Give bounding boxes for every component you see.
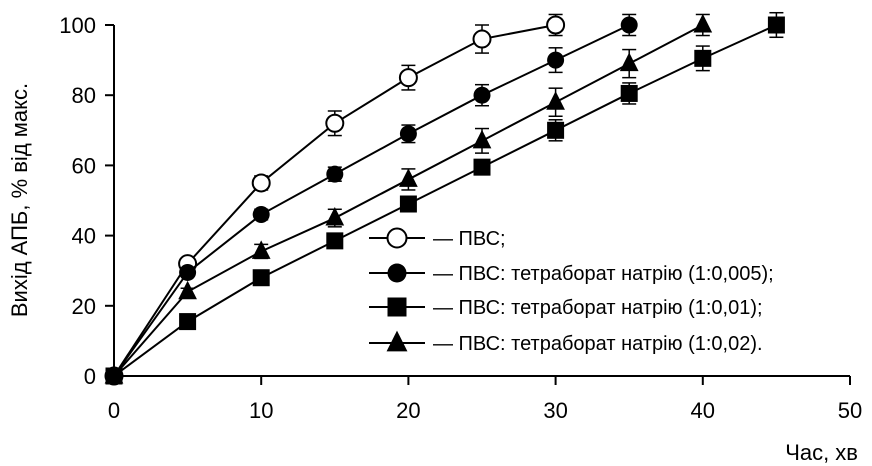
- data-point: [472, 129, 492, 149]
- x-tick-label: 20: [396, 398, 420, 423]
- legend-marker: [386, 330, 408, 352]
- x-tick-label: 30: [543, 398, 567, 423]
- y-tick-label: 60: [72, 153, 96, 178]
- y-tick-label: 100: [59, 13, 96, 38]
- data-point: [179, 263, 197, 281]
- data-point: [399, 168, 418, 187]
- data-point: [767, 16, 785, 34]
- legend-label: — ПВС;: [433, 228, 506, 250]
- legend-entry-1: — ПВС;: [369, 227, 506, 250]
- legend: — ПВС; — ПВС: тетраборат натрію (1:0,005)…: [369, 227, 774, 355]
- data-point: [473, 86, 491, 104]
- legend-entry-3: — ПВС: тетраборат натрію (1:0,01);: [369, 297, 763, 319]
- y-tick-label: 20: [72, 294, 96, 319]
- x-tick-label: 50: [838, 398, 862, 423]
- data-point: [546, 91, 565, 110]
- series-1: [104, 13, 566, 386]
- x-tick-label: 10: [249, 398, 273, 423]
- series-3: [105, 11, 785, 385]
- data-point: [547, 121, 565, 139]
- data-point: [399, 195, 417, 213]
- series-2-line: [113, 24, 630, 377]
- data-point: [178, 280, 197, 300]
- legend-marker: [386, 227, 408, 249]
- data-point: [252, 206, 270, 224]
- x-tick-label: 0: [108, 398, 120, 423]
- legend-label: — ПВС: тетраборат натрію (1:0,005);: [433, 263, 774, 285]
- legend-entry-4: — ПВС: тетраборат натрію (1:0,02).: [369, 330, 763, 355]
- data-point: [546, 15, 566, 35]
- y-tick-label: 0: [84, 364, 96, 389]
- data-point: [547, 51, 565, 69]
- data-point: [325, 206, 345, 226]
- legend-marker: [387, 263, 407, 283]
- legend-label: — ПВС: тетраборат натрію (1:0,01);: [433, 297, 763, 319]
- data-point: [179, 313, 197, 331]
- legend-label: — ПВС: тетраборат натрію (1:0,02).: [433, 333, 763, 355]
- data-point: [619, 52, 639, 72]
- x-axis-label: Час, хв: [785, 440, 858, 465]
- series-layer: [104, 11, 785, 386]
- data-point: [326, 232, 344, 250]
- y-axis-label: Вихід АПБ, % від макс.: [7, 83, 32, 317]
- series-3-line: [113, 24, 777, 377]
- axes: 0 10 20 30 40 50 0 20 40 60 80 100: [59, 13, 862, 423]
- data-point: [399, 125, 417, 143]
- series-4: [104, 13, 713, 384]
- y-tick-label: 80: [72, 83, 96, 108]
- data-point: [398, 68, 418, 88]
- y-tick-label: 40: [72, 224, 96, 249]
- data-point: [694, 49, 712, 67]
- data-point: [325, 113, 345, 133]
- data-point: [620, 84, 638, 102]
- legend-entry-2: — ПВС: тетраборат натрію (1:0,005);: [369, 263, 774, 285]
- data-point: [252, 269, 270, 287]
- data-point: [326, 165, 344, 183]
- data-point: [104, 364, 124, 384]
- data-point: [472, 29, 492, 49]
- data-point: [693, 13, 713, 33]
- data-point: [251, 240, 271, 259]
- legend-marker: [387, 297, 407, 317]
- x-tick-label: 40: [691, 398, 715, 423]
- data-point: [251, 173, 271, 193]
- data-point: [620, 16, 638, 34]
- data-point: [473, 158, 491, 176]
